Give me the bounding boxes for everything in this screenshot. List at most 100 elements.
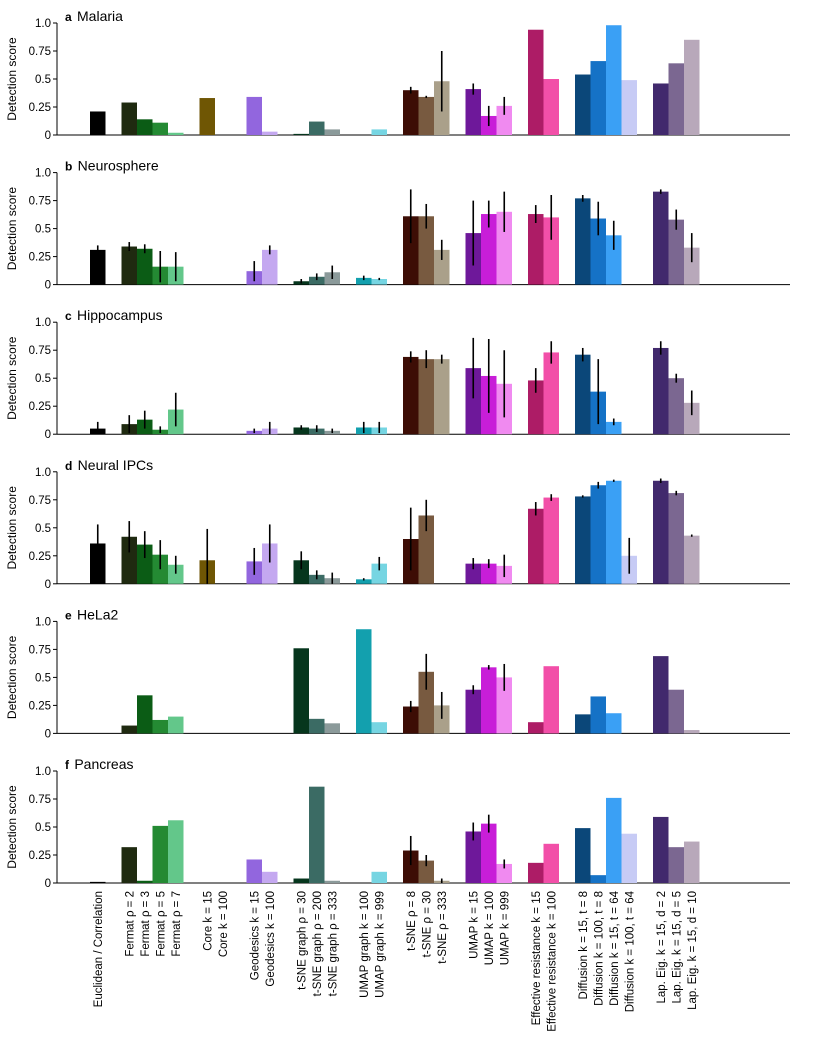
category-label: UMAP k = 100	[484, 891, 496, 965]
bar-a-17	[465, 89, 481, 135]
y-tick-label: 1.0	[35, 317, 51, 329]
bar-b-23	[590, 218, 606, 285]
bar-a-24	[606, 25, 622, 136]
bar-f-20	[528, 862, 544, 883]
bar-d-17	[465, 563, 481, 584]
bar-e-15	[418, 671, 434, 734]
bar-d-18	[481, 563, 497, 584]
bar-e-2	[137, 695, 153, 734]
y-axis-label: Detection score	[5, 37, 19, 121]
y-tick-label: 0.25	[29, 102, 51, 114]
bar-e-12	[356, 629, 372, 734]
bar-d-0	[90, 543, 106, 584]
y-tick-label: 0.75	[29, 345, 51, 357]
bar-f-28	[684, 841, 700, 883]
bar-b-28	[684, 247, 700, 285]
bar-d-22	[575, 496, 591, 584]
category-label: Fermat ρ = 7	[171, 891, 183, 957]
bar-f-25	[621, 833, 637, 883]
bar-f-24	[606, 797, 622, 883]
bar-f-9	[293, 878, 309, 883]
bar-c-21	[543, 352, 559, 435]
bar-f-2	[137, 880, 153, 883]
bar-b-8	[262, 249, 278, 285]
bar-a-15	[418, 96, 434, 135]
bar-e-24	[606, 713, 622, 734]
bar-d-10	[309, 574, 325, 584]
bar-d-26	[653, 480, 669, 584]
bar-a-8	[262, 131, 278, 135]
bar-d-9	[293, 560, 309, 584]
bar-f-1	[121, 847, 137, 883]
bar-f-13	[371, 871, 387, 883]
bar-e-19	[496, 677, 512, 734]
category-label: Core k = 15	[202, 891, 214, 951]
bar-c-20	[528, 380, 544, 435]
bar-a-10	[309, 121, 325, 135]
bar-b-22	[575, 198, 591, 285]
y-tick-label: 1.0	[35, 616, 51, 628]
y-tick-label: 0.75	[29, 794, 51, 806]
panel-e: e HeLa2 Detection score 0 0.25 0.5 0.75 1.0	[5, 606, 790, 740]
bar-e-21	[543, 666, 559, 734]
bar-f-22	[575, 828, 591, 883]
bar-e-4	[168, 716, 184, 734]
category-label: Euclidean / Correlation	[93, 891, 105, 1007]
bar-d-1	[121, 536, 137, 584]
bar-b-10	[309, 276, 325, 285]
bar-b-15	[418, 216, 434, 285]
bar-b-0	[90, 249, 106, 285]
category-label: Fermat ρ = 2	[124, 891, 136, 957]
bar-f-26	[653, 816, 669, 883]
y-tick-label: 0.75	[29, 196, 51, 208]
bar-e-18	[481, 667, 497, 734]
bar-f-3	[152, 825, 168, 883]
bar-f-21	[543, 843, 559, 883]
category-label: Lap. Eig. k = 15, d = 10	[687, 891, 699, 1010]
bar-d-12	[356, 579, 372, 584]
bar-e-16	[434, 705, 450, 734]
bar-f-0	[90, 881, 106, 883]
bar-d-20	[528, 508, 544, 584]
category-label: Diffusion k = 100, t = 64	[624, 890, 636, 1012]
bar-d-21	[543, 497, 559, 584]
category-label: Effective resistance k = 15	[531, 891, 543, 1025]
y-tick-label: 0	[45, 130, 51, 142]
bar-b-16	[434, 249, 450, 285]
category-label: UMAP k = 15	[468, 891, 480, 959]
bar-e-27	[668, 689, 684, 734]
y-tick-label: 0.25	[29, 401, 51, 413]
category-label: UMAP graph k = 100	[359, 891, 371, 998]
category-label: Geodesics k = 100	[265, 891, 277, 987]
bar-b-21	[543, 217, 559, 285]
bar-f-8	[262, 871, 278, 883]
bar-f-27	[668, 847, 684, 883]
bar-e-14	[403, 706, 419, 734]
panel-title: f Pancreas	[65, 756, 134, 772]
y-tick-label: 1.0	[35, 168, 51, 180]
y-tick-label: 1.0	[35, 467, 51, 479]
bar-a-7	[246, 96, 262, 135]
category-label: Lap. Eig. k = 15, d = 5	[671, 891, 683, 1004]
category-label: t-SNE ρ = 8	[406, 891, 418, 951]
bar-a-20	[528, 29, 544, 135]
bar-a-5	[199, 98, 215, 135]
bar-b-19	[496, 211, 512, 285]
bar-f-15	[418, 860, 434, 883]
y-axis-label: Detection score	[5, 336, 19, 420]
bar-e-11	[324, 723, 340, 734]
bar-e-9	[293, 648, 309, 734]
category-label: Diffusion k = 100, t = 8	[593, 891, 605, 1006]
panel-c: c Hippocampus Detection score 0 0.25 0.5 0.75…	[5, 307, 790, 441]
bar-c-16	[434, 359, 450, 435]
bar-c-27	[668, 378, 684, 435]
bar-a-11	[324, 129, 340, 135]
y-axis-label: Detection score	[5, 785, 19, 869]
bar-c-26	[653, 347, 669, 435]
bar-e-3	[152, 719, 168, 734]
bar-d-15	[418, 515, 434, 584]
category-label: Diffusion k = 15, t = 8	[578, 891, 590, 999]
bar-e-22	[575, 714, 591, 734]
bar-a-22	[575, 74, 591, 135]
bar-c-17	[465, 368, 481, 435]
